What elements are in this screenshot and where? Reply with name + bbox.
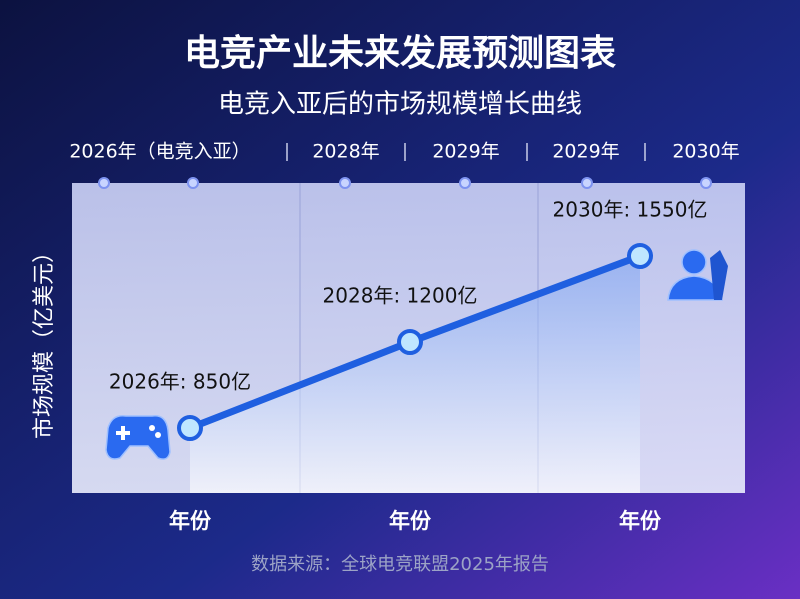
timeline-label: 2029年	[432, 141, 499, 163]
value-label: 2028年: 1200亿	[323, 284, 478, 308]
x-tick-label: 年份	[389, 509, 432, 533]
data-point	[177, 415, 203, 441]
timeline-label: 2029年	[552, 141, 619, 163]
source-note: 数据来源：全球电竞联盟2025年报告	[251, 554, 549, 575]
timeline-separators	[286, 143, 646, 161]
chart-subtitle: 电竞入亚后的市场规模增长曲线	[218, 90, 582, 120]
area-fill	[190, 256, 640, 493]
x-tick-label: 年份	[619, 509, 662, 533]
timeline-label: 2026年（电竞入亚）	[69, 141, 250, 163]
timeline-label: 2030年	[672, 141, 739, 163]
y-axis-label: 市场规模（亿美元）	[32, 241, 57, 439]
timeline-label: 2028年	[312, 141, 379, 163]
data-point	[627, 243, 653, 269]
data-point	[397, 329, 423, 355]
x-tick-label: 年份	[169, 509, 212, 533]
chart-title: 电竞产业未来发展预测图表	[184, 33, 616, 74]
value-label: 2026年: 850亿	[109, 370, 251, 394]
timeline-dots	[98, 177, 712, 189]
value-label: 2030年: 1550亿	[553, 198, 708, 222]
player-icon	[667, 249, 728, 301]
gamepad-icon	[105, 415, 171, 460]
